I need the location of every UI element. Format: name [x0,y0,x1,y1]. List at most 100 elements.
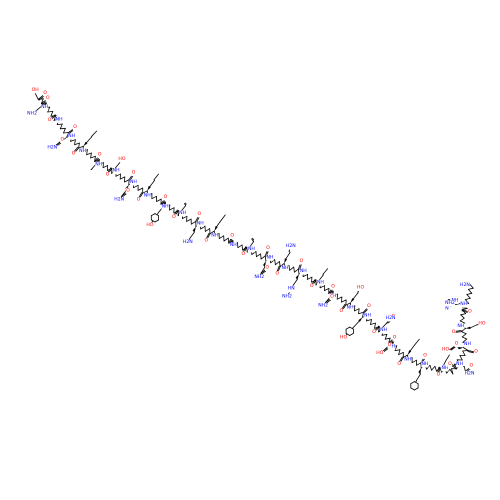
carbonyl-o-label: O [48,117,52,123]
atom-label-backdrop [385,315,396,322]
atom-label-backdrop [387,342,392,349]
atom-label-backdrop [366,303,372,310]
aromatic-ring-bond [154,213,160,217]
side-chain-bond [90,168,93,171]
backbone-bond [115,173,121,177]
amide-nh-label: NH [317,279,324,285]
backbone-bond [200,225,206,230]
backbone-bond [119,176,126,180]
side-chain-bond [86,136,93,143]
backbone-bond [467,288,473,294]
amide-carbonyl-bond [122,193,127,198]
carbonyl-double-bond [205,232,210,240]
side-chain-bond [415,379,418,383]
atom-label-backdrop [211,233,219,240]
backbone-bond [137,187,144,191]
backbone-bond [459,354,463,361]
carbonyl-o-label: O [452,329,456,335]
carbonyl-o-label: O [468,309,472,315]
backbone-bond [186,218,192,222]
amide-nh-label: NH [144,193,151,199]
amine-label: NH2 [27,110,37,116]
carbonyl-o-label: O [423,352,427,358]
backbone-bond [50,111,54,117]
stereo-wedge-bond [263,260,266,266]
carbonyl-double-bond [107,167,112,174]
carbonyl-double-bond [37,94,44,100]
amide-nh-label: NH [95,161,102,167]
aromatic-ring-bond [345,332,351,336]
backbone-bond [464,299,470,304]
backbone-bond [384,333,388,340]
carbonyl-o-label: O [197,211,201,217]
atom-label-backdrop [47,117,52,124]
backbone-bond [345,302,351,306]
atom-label-backdrop [397,361,402,368]
carbonyl-double-bond [299,263,303,270]
backbone-bond [260,253,262,260]
stereo-wedge-bond [465,326,471,329]
carbonyl-double-bond [341,303,346,310]
amide-nh-label: NH [380,327,387,333]
carbonyl-double-bond [398,356,403,363]
backbone-bond [74,142,80,146]
backbone-bond [181,215,188,219]
stereo-wedge-bond [418,368,422,374]
atom-label-backdrop [129,179,138,186]
amide-nh-label: NH [41,104,48,110]
amide-nh-label: NH [56,116,63,122]
atom-label-backdrop [136,197,141,204]
amide-nh-label: NH [68,133,75,139]
backbone-bond [53,115,57,121]
aromatic-ring-bond [345,326,351,330]
amide-nh-label: NH [230,242,237,248]
atom-label-backdrop [254,274,265,281]
side-chain-bond [285,252,291,260]
amine-label: H2N [47,145,57,151]
carbonyl-double-bond [455,331,462,333]
backbone-bond [431,365,436,371]
backbone-bond [358,308,360,315]
backbone-bond [289,266,295,271]
side-chain-bond [149,180,155,187]
atom-label-backdrop [421,361,429,368]
backbone-bond [388,337,391,344]
backbone-bond [41,98,44,104]
atom-label-backdrop [163,194,168,201]
backbone-bond [341,299,347,303]
carbonyl-o-label: O [393,334,397,340]
side-chain-bond [153,173,159,181]
atom-label-backdrop [204,237,209,244]
amide-nh-label: NH [421,361,428,367]
aromatic-ring-bond [150,219,156,223]
backbone-bond [264,255,267,262]
backbone-bond [156,198,162,202]
atom-label-backdrop [45,95,50,102]
atom-label-backdrop [299,268,307,275]
atom-label-backdrop [27,110,38,117]
atom-label-backdrop [60,137,65,143]
atom-label-backdrop [316,279,325,286]
backbone-bond [47,106,51,113]
acid-carbonyl-bond [450,346,456,351]
carbonyl-o-label: O [397,361,401,367]
backbone-bond [439,366,443,373]
backbone-bond [460,314,465,319]
atom-label-backdrop [455,361,464,368]
side-chain-bond [220,214,226,221]
backbone-bond [94,155,96,162]
atom-label-backdrop [114,197,125,204]
amine-label: NH2 [445,300,455,306]
atom-label-backdrop [281,294,293,300]
carbonyl-double-bond [467,350,475,353]
amine-label: H2N [286,243,296,249]
alkene-double-bond [184,202,187,205]
carbonyl-double-bond [242,246,247,253]
backbone-bond [66,132,69,138]
backbone-bond [358,311,364,315]
atom-label-backdrop [112,168,120,175]
carbonyl-o-label: O [331,283,335,289]
backbone-bond [370,319,372,325]
